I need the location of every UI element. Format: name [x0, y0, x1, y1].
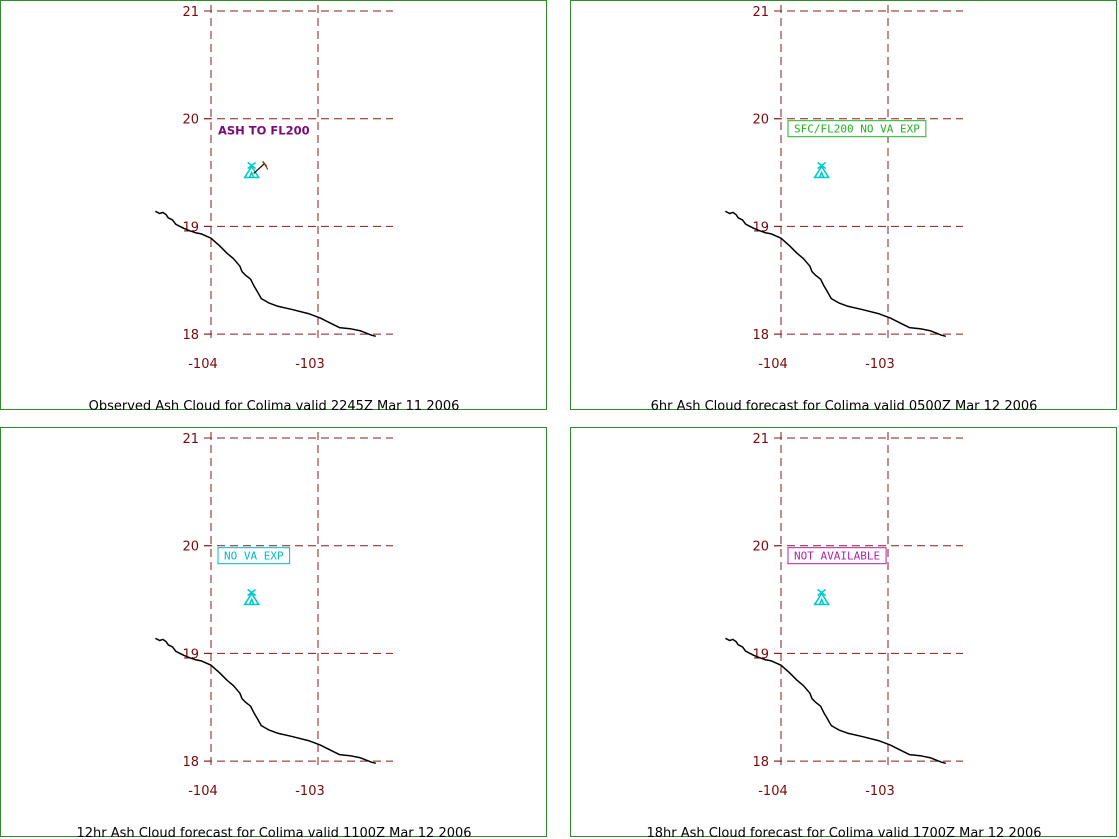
lat-label: 21 — [752, 5, 769, 20]
volcano-triangle-icon — [813, 161, 831, 179]
coastline — [155, 637, 376, 765]
map-panel-observed: 21 20 19 18 -104 -103 ASH TO FL200 Observed Ash… — [0, 0, 547, 414]
lon-label: -104 — [758, 784, 788, 799]
lat-label: 21 — [182, 5, 199, 20]
coastline — [725, 637, 946, 765]
ash-annotation-text: ASH TO FL200 — [218, 124, 310, 138]
ash-annotation-box: SFC/FL200 NO VA EXP — [787, 120, 927, 138]
lat-label: 19 — [752, 220, 769, 235]
lat-label: 21 — [752, 432, 769, 447]
panel-caption: 12hr Ash Cloud forecast for Colima valid… — [76, 826, 471, 839]
lat-label: 19 — [182, 220, 199, 235]
coastline — [725, 210, 946, 338]
coastline — [155, 210, 376, 338]
wind-barb-icon — [253, 160, 269, 174]
volcano-triangle-icon — [813, 588, 831, 606]
map-panel-fcst-18hr: 21 20 19 18 -104 -103 NOT AVAILABLE 18hr Ash Cl… — [570, 427, 1117, 839]
panel-caption: Observed Ash Cloud for Colima valid 2245… — [89, 399, 460, 414]
lat-label: 18 — [182, 328, 199, 343]
lat-label: 21 — [182, 432, 199, 447]
lat-label: 20 — [182, 540, 199, 555]
lat-label: 18 — [182, 755, 199, 770]
lat-label: 18 — [752, 328, 769, 343]
lat-label: 19 — [752, 647, 769, 662]
ash-annotation-box: NOT AVAILABLE — [787, 547, 887, 565]
panel-caption: 6hr Ash Cloud forecast for Colima valid … — [651, 399, 1038, 414]
map-panel-fcst-6hr: 21 20 19 18 -104 -103 SFC/FL200 NO VA EXP 6hr A… — [570, 0, 1117, 414]
lon-label: -104 — [758, 357, 788, 372]
map-panel-fcst-12hr: 21 20 19 18 -104 -103 NO VA EXP 12hr Ash Cloud … — [0, 427, 547, 839]
map-fcst-18hr: 21 20 19 18 -104 -103 NOT AVAILABLE 18hr Ash Cl… — [646, 432, 1042, 839]
lon-label: -104 — [188, 784, 218, 799]
lat-label: 20 — [752, 113, 769, 128]
lat-label: 18 — [752, 755, 769, 770]
lon-label: -103 — [295, 784, 325, 799]
lon-label: -103 — [865, 357, 895, 372]
map-observed: 21 20 19 18 -104 -103 ASH TO FL200 Observed Ash… — [89, 5, 460, 414]
lon-label: -103 — [865, 784, 895, 799]
lat-label: 20 — [752, 540, 769, 555]
lat-label: 19 — [182, 647, 199, 662]
volcano-triangle-icon — [243, 161, 261, 179]
ash-annotation-text: NOT AVAILABLE — [794, 550, 880, 563]
volcano-triangle-icon — [243, 588, 261, 606]
ash-annotation-text: SFC/FL200 NO VA EXP — [794, 123, 920, 136]
map-fcst-6hr: 21 20 19 18 -104 -103 SFC/FL200 NO VA EXP 6hr A… — [651, 5, 1038, 414]
lon-label: -104 — [188, 357, 218, 372]
lat-label: 20 — [182, 113, 199, 128]
lon-label: -103 — [295, 357, 325, 372]
panel-caption: 18hr Ash Cloud forecast for Colima valid… — [646, 826, 1041, 839]
map-fcst-12hr: 21 20 19 18 -104 -103 NO VA EXP 12hr Ash Cloud … — [76, 432, 472, 839]
ash-annotation-text: NO VA EXP — [224, 550, 284, 563]
ash-annotation-box: NO VA EXP — [217, 547, 291, 565]
